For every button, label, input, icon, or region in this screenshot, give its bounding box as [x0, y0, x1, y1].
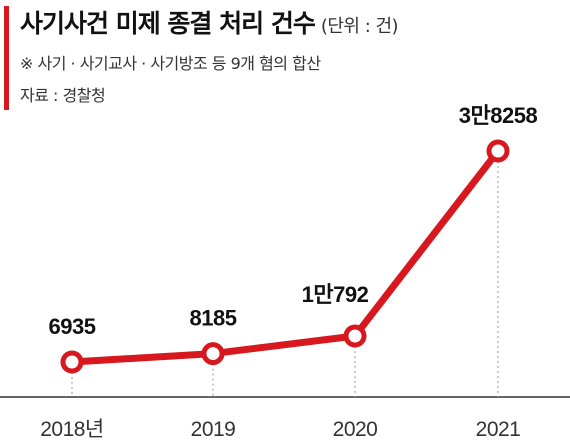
x-tick-label: 2019 — [191, 418, 236, 441]
x-tick-label: 2021 — [476, 418, 521, 441]
data-point — [343, 324, 367, 348]
data-label: 3만8258 — [459, 103, 538, 128]
data-label: 1만792 — [302, 282, 369, 307]
data-point — [486, 139, 510, 163]
title-row: 사기사건 미제 종결 처리 건수 (단위 : 건) — [20, 4, 399, 40]
data-label: 8185 — [190, 306, 237, 331]
footnote: ※ 사기 · 사기교사 · 사기방조 등 9개 혐의 합산 — [20, 54, 321, 73]
chart-title: 사기사건 미제 종결 처리 건수 — [20, 9, 316, 38]
x-tick-label: 2018년 — [40, 418, 104, 441]
series-line — [68, 147, 502, 366]
data-point — [201, 342, 225, 366]
x-tick-label: 2020 — [333, 418, 378, 441]
source-label: 자료 : 경찰청 — [20, 86, 106, 105]
data-point — [60, 350, 84, 374]
data-label: 6935 — [49, 314, 96, 339]
title-accent-bar — [4, 6, 9, 110]
unit-label: (단위 : 건) — [320, 16, 399, 37]
